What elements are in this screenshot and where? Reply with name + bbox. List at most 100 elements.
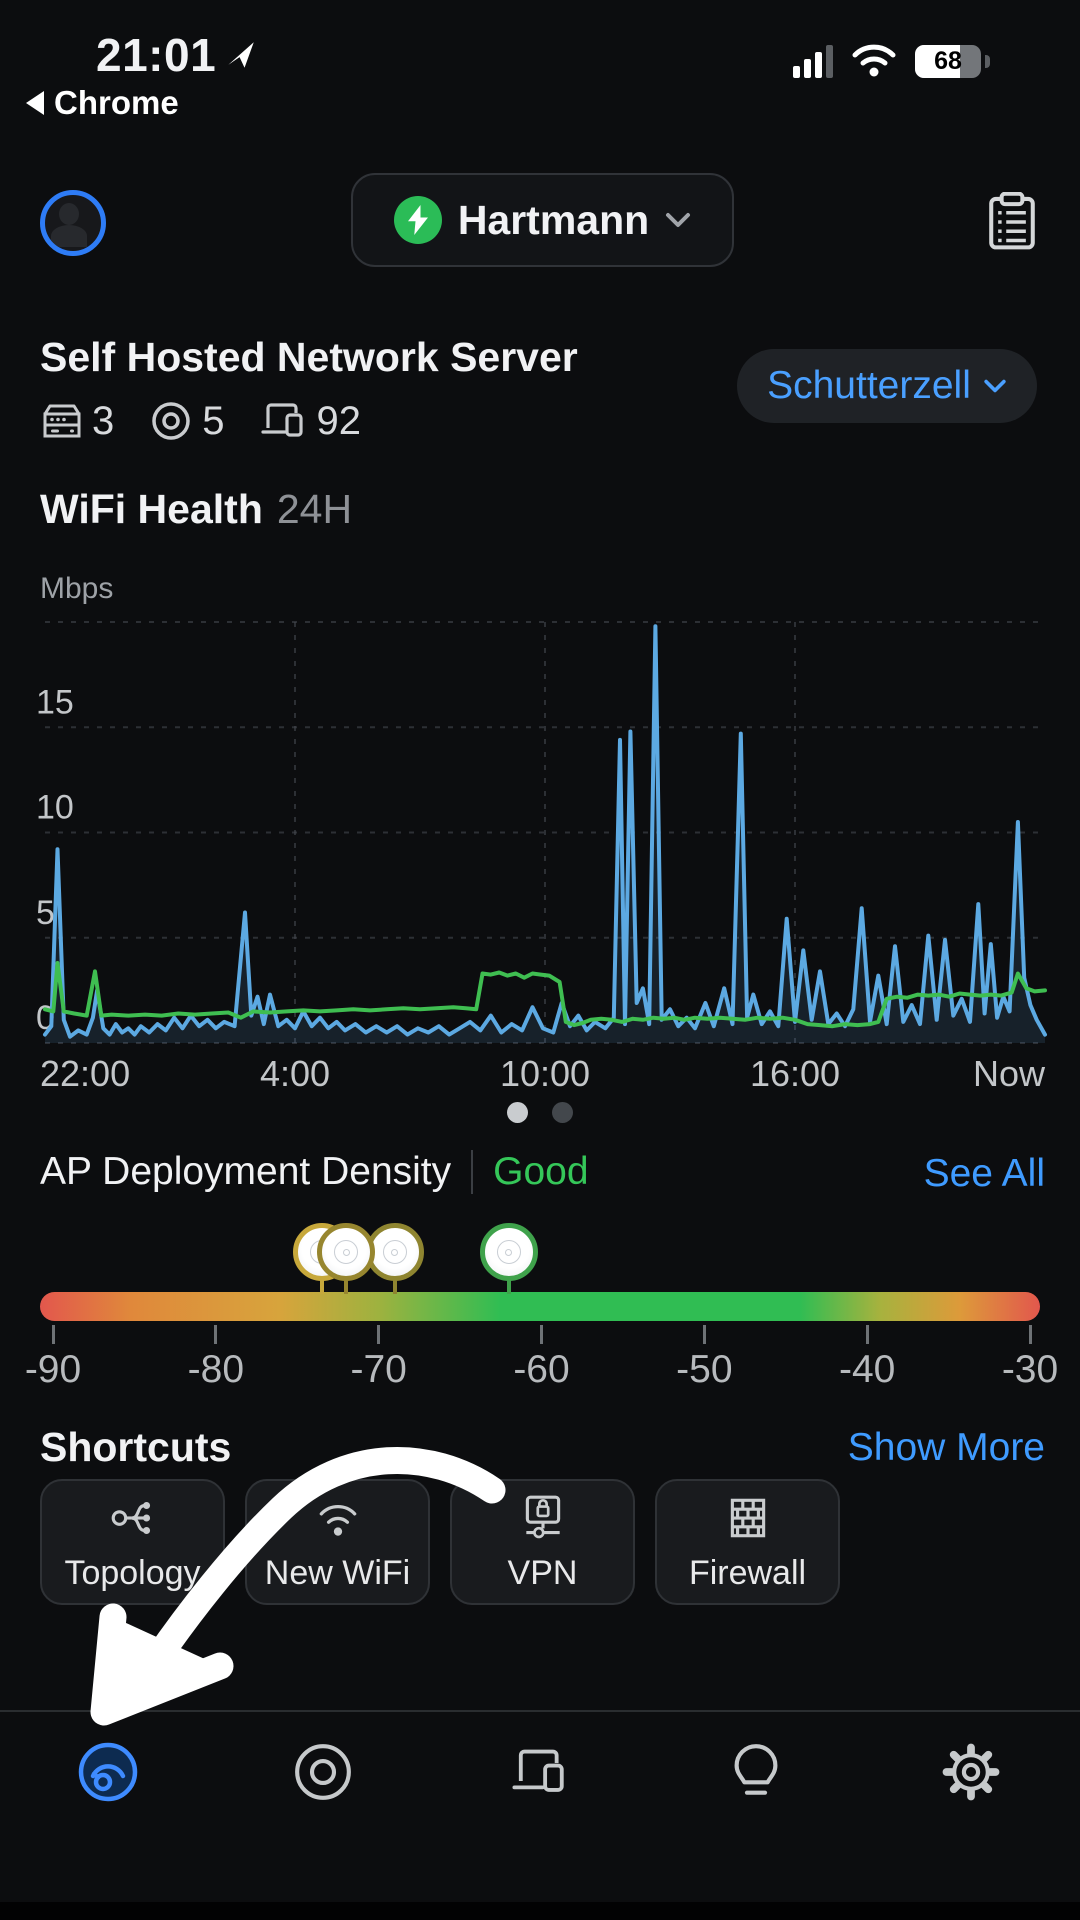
- chart-page-indicator: [0, 1102, 1080, 1123]
- ap-marker-stem: [344, 1279, 349, 1294]
- stat-access-points: 5: [148, 398, 225, 444]
- shortcut-vpn[interactable]: VPN: [450, 1479, 635, 1605]
- page-title: Self Hosted Network Server: [40, 334, 578, 380]
- tab-dashboard[interactable]: [74, 1738, 142, 1806]
- settings-gear-icon: [942, 1743, 1000, 1801]
- shortcut-cards: Topology New WiFi VPN: [40, 1479, 840, 1605]
- ap-marker-stem: [506, 1279, 511, 1294]
- avatar-silhouette: [59, 203, 79, 225]
- x-axis-tick-label: 22:00: [40, 1053, 130, 1094]
- location-arrow-icon: [228, 42, 254, 68]
- gateway-icon: [43, 404, 81, 438]
- back-to-chrome-button[interactable]: Chrome: [26, 84, 179, 122]
- clock: 21:01: [96, 29, 217, 81]
- bottom-bezel: [0, 1902, 1080, 1920]
- upload-throughput-line: [43, 961, 1047, 1029]
- shortcut-label: Firewall: [688, 1554, 807, 1592]
- battery-percent: 68: [934, 46, 962, 75]
- rssi-tick-label: -30: [1001, 1348, 1059, 1391]
- x-axis-tick-label: 4:00: [260, 1053, 330, 1094]
- shortcuts-title: Shortcuts: [40, 1424, 232, 1470]
- ap-marker-stem: [392, 1279, 397, 1294]
- insights-bulb-icon: [734, 1744, 778, 1795]
- x-axis-tick-label: 10:00: [500, 1053, 590, 1094]
- stat-value: 3: [92, 398, 115, 443]
- tab-access-points[interactable]: [289, 1738, 357, 1806]
- user-avatar-button[interactable]: [40, 190, 106, 256]
- rssi-tick-label: -50: [676, 1348, 733, 1391]
- firewall-brick-icon: [730, 1498, 765, 1538]
- rssi-tick: [702, 1325, 706, 1344]
- x-axis-tick-label: Now: [973, 1053, 1046, 1094]
- ap-marker: [317, 1223, 376, 1281]
- controller-name: Hartmann: [457, 196, 650, 243]
- period-selector[interactable]: 24H: [276, 486, 353, 532]
- topology-icon: [111, 1501, 150, 1535]
- tab-settings[interactable]: [937, 1738, 1005, 1806]
- status-indicators: 68: [793, 44, 990, 78]
- cellular-signal-icon: [793, 44, 833, 78]
- chevron-down-icon: [984, 379, 1006, 393]
- shortcut-firewall[interactable]: Firewall: [655, 1479, 840, 1605]
- rssi-tick: [540, 1325, 543, 1344]
- rssi-gradient-bar: [40, 1292, 1040, 1321]
- ap-density-title: AP Deployment Density: [40, 1150, 452, 1193]
- download-throughput-area: [45, 626, 1045, 1043]
- client-devices-icon: [512, 1749, 564, 1792]
- rssi-tick: [1028, 1325, 1032, 1344]
- ap-marker: [365, 1223, 424, 1281]
- controller-selector[interactable]: Hartmann: [351, 173, 734, 267]
- rssi-tick: [51, 1325, 55, 1344]
- tab-bar-divider: [0, 1710, 1080, 1712]
- shortcut-new-wifi[interactable]: New WiFi: [245, 1479, 430, 1605]
- location-selector[interactable]: Schutterzell: [737, 349, 1037, 423]
- ap-density-heading: AP Deployment Density Good: [40, 1150, 589, 1194]
- rssi-tick: [865, 1325, 869, 1344]
- rssi-tick-label: -70: [350, 1348, 407, 1391]
- chevron-down-icon: [666, 213, 691, 227]
- ap-marker: [479, 1223, 538, 1281]
- location-name: Schutterzell: [767, 364, 971, 407]
- vpn-lock-icon: [525, 1495, 560, 1539]
- see-all-link[interactable]: See All: [923, 1152, 1045, 1195]
- controller-status-icon: [393, 196, 442, 244]
- shortcut-label: VPN: [507, 1554, 578, 1592]
- tab-insights[interactable]: [722, 1738, 790, 1806]
- stat-value: 5: [202, 398, 225, 443]
- dashboard-gauge-icon: [78, 1742, 138, 1802]
- rssi-tick-label: -90: [24, 1348, 82, 1391]
- back-triangle-icon: [26, 91, 44, 115]
- shortcut-label: New WiFi: [264, 1554, 411, 1592]
- y-axis-unit: Mbps: [40, 572, 114, 605]
- tab-client-devices[interactable]: [506, 1738, 574, 1806]
- access-points-icon: [295, 1744, 351, 1800]
- ap-density-status: Good: [493, 1150, 589, 1193]
- stat-gateways: 3: [40, 399, 114, 444]
- y-axis-tick-label: 10: [36, 789, 74, 827]
- wifi-health-title: WiFi Health: [40, 486, 263, 532]
- rssi-tick-label: -80: [187, 1348, 245, 1391]
- stat-clients: 92: [259, 398, 362, 444]
- show-more-link[interactable]: Show More: [847, 1426, 1045, 1469]
- stat-value: 92: [316, 398, 362, 443]
- back-app-label: Chrome: [54, 84, 179, 121]
- ap-marker-stem: [319, 1279, 324, 1294]
- rssi-tick: [377, 1325, 381, 1344]
- shortcut-topology[interactable]: Topology: [40, 1479, 225, 1605]
- page-dot-active: [507, 1102, 528, 1123]
- status-time-group: 21:01: [96, 28, 258, 82]
- tasks-clipboard-button[interactable]: [984, 191, 1040, 252]
- y-axis-tick-label: 15: [36, 683, 74, 721]
- y-axis-tick-label: 5: [36, 894, 55, 932]
- rssi-tick-label: -60: [513, 1348, 570, 1391]
- wifi-health-heading: WiFi Health 24H: [40, 486, 352, 533]
- heading-divider: [471, 1150, 474, 1194]
- page-dot: [552, 1102, 573, 1123]
- shortcut-label: Topology: [64, 1554, 201, 1592]
- clipboard-list-icon: [989, 191, 1035, 250]
- battery-icon: 68: [915, 44, 981, 78]
- x-axis-tick-label: 16:00: [750, 1053, 840, 1094]
- clients-icon: [260, 403, 303, 437]
